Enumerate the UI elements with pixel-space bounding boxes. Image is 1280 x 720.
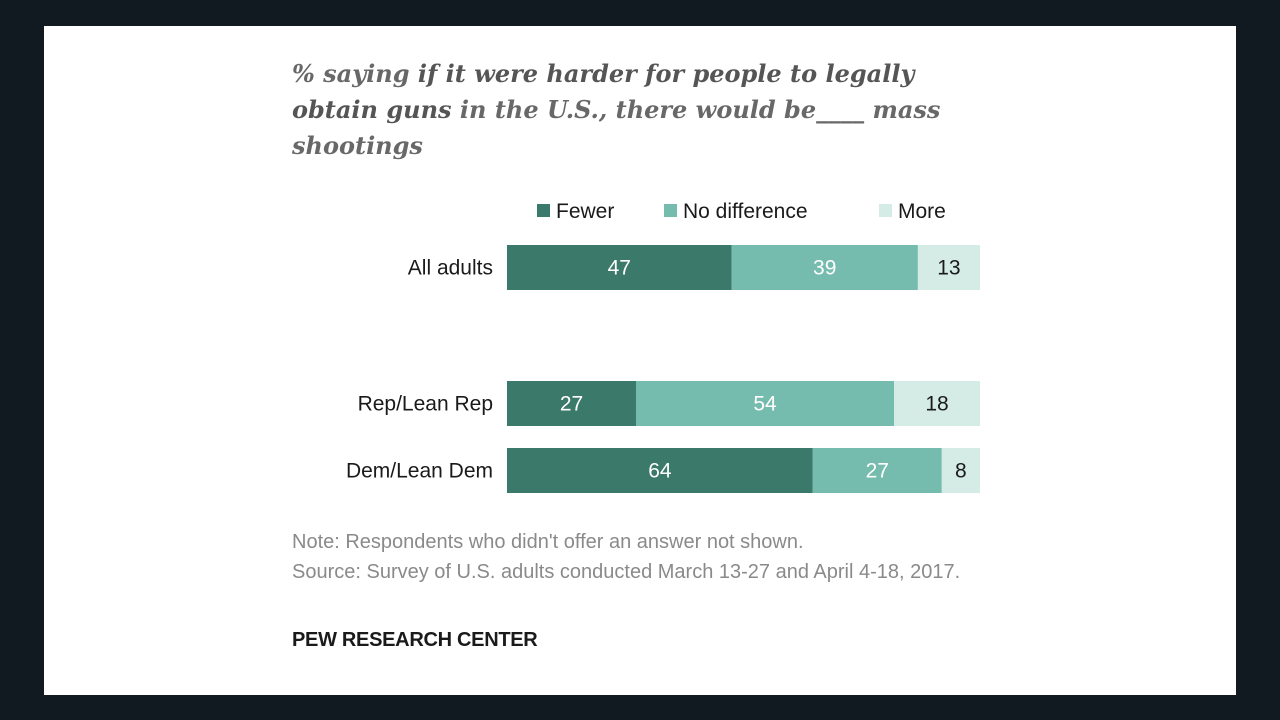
data-label-all-adults-more: 13	[937, 257, 960, 280]
bar-rep-lean-rep-no-difference	[636, 381, 894, 426]
data-label-all-adults-fewer: 47	[608, 257, 631, 280]
chart-note: Note: Respondents who didn't offer an an…	[292, 531, 804, 553]
legend-swatch-more	[879, 204, 892, 217]
bar-dem-lean-dem-fewer	[507, 448, 813, 493]
bar-all-adults-fewer	[507, 245, 732, 290]
chart-source: Source: Survey of U.S. adults conducted …	[292, 561, 961, 583]
title-emphasis: if it were harder for people to legally …	[292, 59, 915, 124]
chart-title: % saying if it were harder for people to…	[292, 56, 952, 164]
data-label-rep-lean-rep-more: 18	[925, 393, 948, 416]
legend-swatch-no-difference	[664, 204, 677, 217]
category-label-dem-lean-dem: Dem/Lean Dem	[346, 460, 493, 483]
data-label-dem-lean-dem-fewer: 64	[648, 460, 672, 483]
category-label-all-adults: All adults	[408, 257, 493, 280]
bar-rep-lean-rep-fewer	[507, 381, 636, 426]
data-label-dem-lean-dem-no-difference: 27	[866, 460, 889, 483]
bar-dem-lean-dem-more	[941, 448, 980, 493]
legend-label-fewer: Fewer	[556, 200, 614, 223]
data-label-dem-lean-dem-more: 8	[955, 460, 967, 483]
data-label-rep-lean-rep-no-difference: 54	[753, 393, 777, 416]
legend-swatch-fewer	[537, 204, 550, 217]
data-label-rep-lean-rep-fewer: 27	[560, 393, 583, 416]
legend-label-more: More	[898, 200, 946, 223]
bar-all-adults-more	[917, 245, 980, 290]
data-label-all-adults-no-difference: 39	[813, 257, 836, 280]
brand-footer: PEW RESEARCH CENTER	[292, 629, 538, 651]
chart-panel	[44, 26, 1236, 695]
title-suffix: in the U.S., there would be____ mass sho…	[292, 95, 941, 160]
category-label-rep-lean-rep: Rep/Lean Rep	[358, 393, 493, 416]
bar-rep-lean-rep-more	[894, 381, 980, 426]
legend-label-no-difference: No difference	[683, 200, 808, 223]
bar-dem-lean-dem-no-difference	[812, 448, 942, 493]
bar-all-adults-no-difference	[731, 245, 918, 290]
title-prefix: % saying	[292, 59, 418, 88]
